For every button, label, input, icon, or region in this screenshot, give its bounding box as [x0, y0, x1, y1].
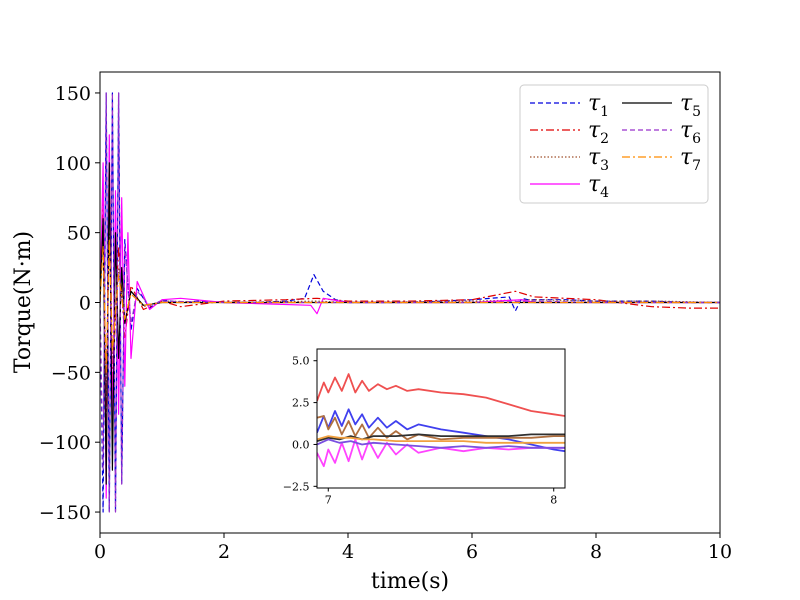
y-tick-label: 150 [55, 83, 91, 105]
y-tick-label: −100 [39, 432, 91, 454]
legend-subscript: 2 [600, 131, 609, 147]
series-line-inset-7 [317, 435, 565, 444]
y-tick-label: 50 [67, 223, 91, 245]
series-line-main-7 [100, 239, 720, 373]
main-x-ticks: 0 2 4 6 8 10 [94, 533, 732, 563]
legend-label-7: τ7 [680, 145, 701, 174]
series-line-inset-3 [317, 438, 565, 468]
main-series-group [100, 92, 720, 513]
legend-label-6: τ6 [680, 118, 701, 147]
inset-axes-frame [316, 348, 566, 489]
legend-label-4: τ4 [588, 172, 609, 201]
legend-symbol: τ [680, 118, 693, 143]
y-tick-label: −2.5 [283, 480, 310, 493]
legend-subscript: 6 [692, 131, 701, 147]
legend-subscript: 5 [692, 104, 701, 120]
y-tick-label: 0.0 [292, 438, 310, 451]
legend-label-3: τ3 [588, 145, 609, 174]
x-tick-label: 6 [466, 541, 478, 563]
main-y-ticks: −150 −100 −50 0 50 100 150 [39, 83, 100, 524]
legend-symbol: τ [588, 91, 601, 116]
series-line-inset-6 [317, 438, 565, 449]
x-tick-label: 7 [325, 494, 332, 507]
legend-subscript: 3 [600, 158, 609, 174]
y-tick-label: 2.5 [292, 397, 310, 410]
legend-subscript: 1 [600, 104, 609, 120]
legend-symbol: τ [588, 145, 601, 170]
y-tick-label: 0 [79, 293, 91, 315]
series-line-inset-1 [317, 373, 565, 417]
inset-plot-area [317, 349, 565, 488]
x-tick-label: 8 [550, 494, 557, 507]
legend-symbol: τ [680, 145, 693, 170]
legend-box [519, 84, 709, 204]
legend-label-5: τ5 [680, 91, 701, 120]
x-tick-label: 4 [342, 541, 354, 563]
inset-series-group [317, 373, 565, 468]
y-tick-label: 100 [55, 153, 91, 175]
legend-subscript: 4 [600, 185, 609, 201]
legend-symbol: τ [680, 91, 693, 116]
y-tick-label: −50 [51, 362, 91, 384]
y-axis-label: Torque(N·m) [11, 231, 36, 373]
y-tick-label: −150 [39, 502, 91, 524]
x-axis-label: time(s) [371, 569, 449, 594]
series-line-main-6 [100, 92, 720, 513]
x-tick-label: 8 [590, 541, 602, 563]
legend-symbol: τ [588, 118, 601, 143]
legend-symbol: τ [588, 172, 601, 197]
x-tick-label: 2 [218, 541, 230, 563]
legend-label-1: τ1 [588, 91, 609, 120]
y-tick-label: 5.0 [292, 355, 310, 368]
series-line-inset-4 [317, 415, 565, 441]
inset-y-ticks: −2.5 0.0 2.5 5.0 [283, 355, 317, 493]
legend-label-2: τ2 [588, 118, 609, 147]
legend-subscript: 7 [692, 158, 701, 174]
x-tick-label: 0 [94, 541, 106, 563]
x-tick-label: 10 [708, 541, 732, 563]
